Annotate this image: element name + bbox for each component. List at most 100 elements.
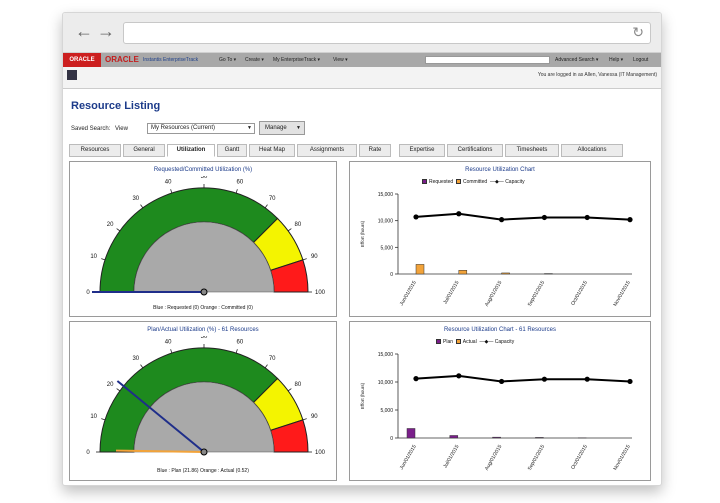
home-icon[interactable]: [67, 70, 77, 80]
advanced-search-link[interactable]: Advanced Search ▾: [555, 57, 599, 63]
logged-in-status: You are logged in as Allen, Vanessa (IT …: [537, 72, 657, 78]
bar-committed: [458, 270, 468, 275]
legend-line-icon: —◆—: [489, 179, 504, 185]
gauge-tick: [101, 258, 106, 261]
capacity-point: [541, 376, 547, 382]
y-tick-label: 10,000: [378, 219, 394, 225]
tab-allocations[interactable]: Allocations: [561, 144, 623, 157]
gauge-tick-label: 60: [237, 340, 244, 346]
gauge-tick-label: 10: [90, 254, 97, 260]
legend-committed: Committed: [462, 179, 488, 185]
x-tick-label: Aug/01/2015: [484, 444, 503, 472]
global-search-input[interactable]: [425, 56, 550, 64]
menu-goto[interactable]: Go To ▾: [219, 57, 237, 63]
gauge-chart: 0 10 20 30 40 50 60 70 80 90 100: [86, 336, 326, 456]
gauge-tick: [235, 189, 238, 194]
gauge-tick-label: 50: [201, 176, 208, 180]
arrow-left-icon[interactable]: ←: [75, 21, 93, 41]
gauge-panel-plan-actual: Plan/Actual Utilization (%) - 61 Resourc…: [69, 321, 337, 481]
gauge-tick-label: 100: [315, 450, 326, 456]
x-tick-label: Oct/01/2015: [570, 280, 589, 307]
gauge-tick-label: 90: [311, 414, 318, 420]
tab-resources[interactable]: Resources: [69, 144, 121, 157]
gauge-panel-requested-committed: Requested/Committed Utilization (%) 0 10 2…: [69, 161, 337, 317]
gauge-tick-label: 70: [269, 196, 276, 202]
capacity-point: [541, 214, 547, 221]
gauge-tick-label: 50: [201, 336, 208, 340]
gauge-title: Plan/Actual Utilization (%) - 61 Resourc…: [147, 327, 259, 333]
bar-committed: [501, 272, 510, 275]
menu-view[interactable]: View ▾: [333, 57, 348, 63]
gauge-tick: [235, 349, 238, 354]
gauge-hub: [200, 288, 208, 296]
legend-capacity: Capacity: [494, 339, 515, 345]
chart-panel-utilization: Resource Utilization Chart Requested Com…: [349, 161, 651, 317]
manage-button[interactable]: Manage ▼: [259, 121, 305, 135]
saved-search-label: Saved Search:: [71, 126, 111, 132]
tab-timesheets[interactable]: Timesheets: [505, 144, 559, 157]
chart-legend: Plan Actual —◆— Capacity: [436, 339, 514, 345]
menu-create[interactable]: Create ▾: [245, 57, 264, 63]
gauge-tick: [287, 228, 292, 232]
tab-utilization[interactable]: Utilization: [167, 144, 215, 157]
gauge-tick-label: 100: [315, 290, 326, 296]
gauge-tick: [140, 364, 144, 369]
arrow-right-icon[interactable]: →: [97, 21, 115, 41]
reload-icon[interactable]: ↻: [632, 24, 644, 40]
x-tick-label: Sep/01/2015: [527, 280, 546, 308]
tab-gantt[interactable]: Gantt: [217, 144, 247, 157]
capacity-point: [499, 378, 505, 385]
tab-expertise[interactable]: Expertise: [399, 144, 445, 157]
gauge-tick-label: 30: [132, 196, 139, 202]
tab-assignments[interactable]: Assignments: [297, 144, 357, 157]
help-link[interactable]: Help ▾: [609, 57, 624, 63]
capacity-line: [415, 212, 631, 221]
view-select[interactable]: My Resources (Current) ▼: [147, 123, 255, 134]
y-tick-label: 5,000: [380, 245, 393, 251]
bar-plan: [492, 436, 501, 439]
legend-swatch-plan: [436, 339, 441, 345]
tab-rate[interactable]: Rate: [359, 144, 391, 157]
app-header: ORACLE ORACLE Instantis EnterpriseTrack …: [63, 53, 661, 89]
gauge-chart: 0 10 20 30 40 50 60 70 80 90 100: [86, 176, 326, 296]
legend-swatch-committed: [455, 179, 461, 185]
chevron-down-icon: ▼: [296, 125, 301, 131]
tab-certifications[interactable]: Certifications: [447, 144, 503, 157]
address-bar[interactable]: ↻: [123, 22, 651, 44]
y-tick-label: 15,000: [378, 192, 394, 198]
x-tick-label: Nov/01/2015: [612, 280, 631, 308]
bar-plan: [535, 437, 544, 439]
chart-legend: Requested Committed —◆— Capacity: [422, 179, 525, 185]
gauge-tick-label: 0: [86, 450, 90, 456]
y-tick-label: 0: [390, 272, 393, 278]
legend-swatch-requested: [422, 179, 427, 185]
gauge-caption: Blue : Plan (21.86) Orange : Actual (0.5…: [157, 468, 249, 474]
gauge-tick-label: 0: [86, 290, 90, 296]
manage-label: Manage: [265, 125, 287, 131]
gauge-tick-label: 60: [237, 180, 244, 186]
capacity-point: [499, 217, 505, 223]
gauge-needle-orange: [115, 449, 205, 453]
gauge-tick-label: 70: [269, 356, 276, 362]
gauge-hub: [200, 448, 208, 456]
logout-link[interactable]: Logout: [633, 57, 649, 63]
gauge-tick-label: 20: [107, 222, 114, 228]
x-tick-label: Jun/01/2015: [399, 280, 418, 307]
gauge-tick: [170, 349, 173, 354]
gauge-tick-label: 40: [165, 180, 172, 186]
menu-my-enterprisetrack[interactable]: My EnterpriseTrack ▾: [273, 57, 321, 63]
gauge-tick: [116, 388, 121, 392]
tab-general[interactable]: General: [123, 144, 165, 157]
gauge-tick: [101, 418, 106, 421]
capacity-point: [413, 214, 419, 220]
gauge-tick-label: 80: [295, 222, 302, 228]
capacity-point: [413, 376, 419, 382]
y-axis-label: Effort (hours): [360, 220, 365, 247]
y-tick-label: 10,000: [378, 380, 394, 386]
gauge-tick: [264, 204, 268, 209]
gauge-needle-blue: [116, 380, 205, 453]
legend-swatch-actual: [455, 339, 461, 345]
oracle-logo-text: ORACLE: [105, 55, 139, 64]
y-tick-label: 0: [390, 436, 393, 442]
tab-heat-map[interactable]: Heat Map: [249, 144, 295, 157]
